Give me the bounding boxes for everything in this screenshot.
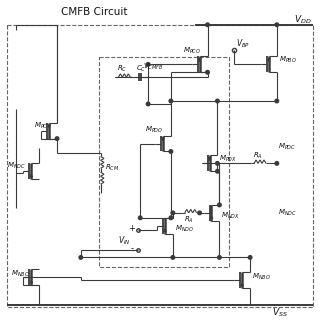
Text: -: - <box>130 244 133 253</box>
Circle shape <box>275 99 279 103</box>
Text: $V_{DD}$: $V_{DD}$ <box>294 13 311 26</box>
Text: $V_{BP}$: $V_{BP}$ <box>236 37 250 50</box>
Circle shape <box>218 256 221 259</box>
Text: $M_{PDO}$: $M_{PDO}$ <box>145 124 164 135</box>
Circle shape <box>248 256 252 259</box>
Text: $R_{CM}$: $R_{CM}$ <box>105 163 119 173</box>
Circle shape <box>169 150 173 153</box>
Circle shape <box>146 102 150 106</box>
Text: $M_{NDC}$: $M_{NDC}$ <box>278 208 297 218</box>
Text: $C_C$: $C_C$ <box>136 64 147 75</box>
Text: $M_{PDC}$: $M_{PDC}$ <box>278 141 297 152</box>
Text: $M_{PBO}$: $M_{PBO}$ <box>279 54 297 65</box>
Circle shape <box>79 256 83 259</box>
Text: $V_{IN}$: $V_{IN}$ <box>118 234 131 247</box>
Circle shape <box>55 137 59 140</box>
Text: $M_{NBC}$: $M_{NBC}$ <box>12 269 30 279</box>
Circle shape <box>171 256 175 259</box>
Circle shape <box>216 162 219 165</box>
Circle shape <box>171 211 175 215</box>
Text: $M_{NDC}$: $M_{NDC}$ <box>6 161 25 172</box>
Circle shape <box>216 99 219 103</box>
Text: $V_{CMFB}$: $V_{CMFB}$ <box>143 62 164 72</box>
Text: $M_{NDX}$: $M_{NDX}$ <box>221 211 240 221</box>
Circle shape <box>146 63 150 66</box>
Text: CMFB Circuit: CMFB Circuit <box>61 7 127 17</box>
Text: $M_{NBO}$: $M_{NBO}$ <box>252 272 271 282</box>
Text: $M_{NDO}$: $M_{NDO}$ <box>175 224 194 234</box>
Circle shape <box>169 216 173 220</box>
Text: $M_{PDX}$: $M_{PDX}$ <box>220 153 237 164</box>
Circle shape <box>275 23 279 27</box>
Text: $R_A$: $R_A$ <box>184 215 194 225</box>
Text: $R_A$: $R_A$ <box>253 150 263 161</box>
Circle shape <box>216 170 219 173</box>
Text: $V_{SS}$: $V_{SS}$ <box>272 307 288 319</box>
Circle shape <box>206 23 209 27</box>
Circle shape <box>206 70 209 74</box>
Circle shape <box>169 99 173 103</box>
Text: +: + <box>128 224 135 233</box>
Circle shape <box>139 216 142 220</box>
Circle shape <box>198 211 201 215</box>
Circle shape <box>275 162 279 165</box>
Text: $M_{PC}$: $M_{PC}$ <box>34 121 49 131</box>
Text: $R_C$: $R_C$ <box>117 64 128 75</box>
Text: $M_{PCO}$: $M_{PCO}$ <box>183 45 201 56</box>
Circle shape <box>218 203 221 207</box>
